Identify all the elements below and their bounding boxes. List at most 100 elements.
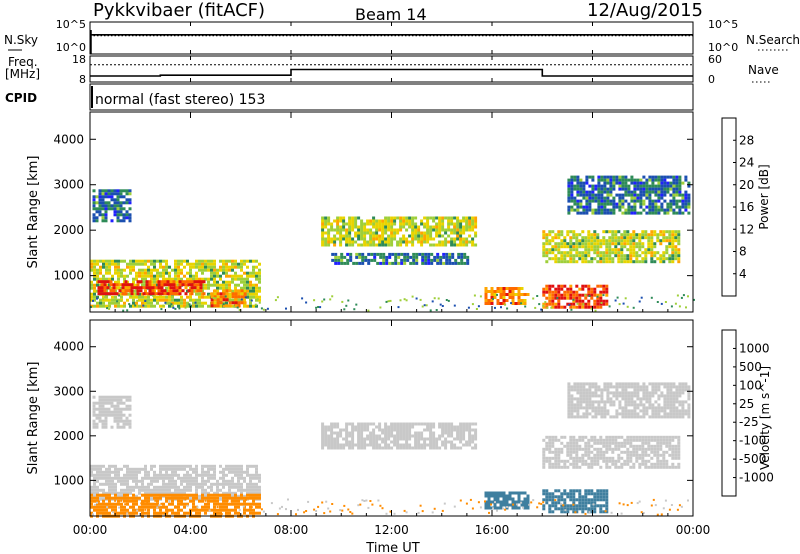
heatmap-cell: [620, 239, 624, 243]
heatmap-cell: [684, 196, 688, 200]
heatmap-cell: [113, 395, 117, 399]
heatmap-cell: [468, 425, 472, 429]
heatmap-cell: [594, 199, 598, 203]
heatmap-cell: [626, 447, 630, 451]
heatmap-cell: [671, 456, 675, 460]
heatmap-cell: [429, 422, 433, 426]
heatmap-cell: [648, 382, 652, 386]
heatmap-cell: [234, 298, 238, 302]
heatmap-cell: [234, 292, 238, 296]
heatmap-cell: [644, 260, 648, 264]
heatmap-cell: [602, 251, 606, 255]
heatmap-cell: [502, 500, 506, 504]
heatmap-cell: [249, 259, 252, 263]
heatmap-cell: [436, 258, 440, 262]
heatmap-cell: [105, 493, 108, 497]
heatmap-cell: [333, 431, 337, 435]
heatmap-cell: [345, 304, 348, 307]
heatmap-cell: [96, 502, 99, 506]
heatmap-cell: [234, 491, 237, 495]
heatmap-cell: [363, 237, 367, 241]
heatmap-cell: [584, 260, 588, 264]
heatmap-cell: [587, 242, 591, 246]
heatmap-cell: [684, 199, 688, 203]
heatmap-cell: [424, 255, 428, 259]
heatmap-cell: [207, 505, 210, 509]
heatmap-cell: [567, 391, 571, 395]
heatmap-cell: [333, 240, 337, 244]
heatmap-cell: [609, 208, 613, 212]
heatmap-cell: [551, 245, 555, 249]
heatmap-cell: [213, 502, 216, 506]
heatmap-cell: [468, 422, 472, 426]
heatmap-cell: [609, 184, 613, 188]
heatmap-cell: [557, 450, 561, 454]
heatmap-cell: [186, 470, 189, 474]
heatmap-cell: [390, 422, 394, 426]
heatmap-cell: [237, 496, 240, 500]
heatmap-cell: [623, 459, 627, 463]
heatmap-cell: [441, 425, 445, 429]
heatmap-cell: [148, 289, 152, 293]
heatmap-cell: [450, 440, 454, 444]
heatmap-cell: [97, 292, 101, 296]
heatmap-cell: [141, 467, 144, 471]
heatmap-cell: [663, 178, 667, 182]
heatmap-cell: [351, 425, 355, 429]
heatmap-cell: [657, 175, 661, 179]
heatmap-cell: [96, 508, 99, 512]
heatmap-cell: [644, 450, 648, 454]
heatmap-cell: [618, 394, 622, 398]
heatmap-cell: [243, 502, 246, 506]
heatmap-cell: [600, 205, 604, 209]
heatmap-cell: [606, 388, 610, 392]
heatmap-cell: [596, 438, 600, 442]
heatmap-cell: [90, 496, 93, 500]
heatmap-cell: [315, 306, 318, 309]
heatmap-cell: [124, 280, 128, 284]
heatmap-cell: [593, 462, 597, 466]
heatmap-cell: [620, 435, 624, 439]
heatmap-cell: [575, 284, 579, 288]
heatmap-cell: [617, 444, 621, 448]
heatmap-cell: [119, 195, 123, 199]
heatmap-cell: [258, 262, 261, 266]
heatmap-cell: [651, 202, 655, 206]
heatmap-cell: [213, 277, 216, 281]
heatmap-cell: [429, 440, 433, 444]
heatmap-cell: [402, 431, 406, 435]
heatmap-cell: [590, 233, 594, 237]
heatmap-cell: [582, 190, 586, 194]
heatmap-cell: [545, 242, 549, 246]
heatmap-cell: [249, 485, 252, 489]
heatmap-cell: [423, 437, 427, 441]
heatmap-cell: [237, 494, 240, 498]
heatmap-cell: [177, 262, 180, 266]
heatmap-cell: [102, 473, 105, 477]
heatmap-cell: [108, 488, 111, 492]
heatmap-cell: [219, 470, 222, 474]
heatmap-cell: [465, 219, 469, 223]
heatmap-cell: [620, 465, 624, 469]
heatmap-cell: [596, 248, 600, 252]
heatmap-cell: [147, 502, 150, 506]
heatmap-cell: [178, 286, 182, 290]
heatmap-cell: [237, 283, 240, 287]
heatmap-cell: [609, 187, 613, 191]
heatmap-cell: [384, 431, 388, 435]
heatmap-cell: [687, 412, 691, 416]
heatmap-cell: [462, 219, 466, 223]
heatmap-cell: [101, 195, 105, 199]
heatmap-cell: [116, 410, 120, 414]
heatmap-cell: [414, 443, 418, 447]
heatmap-cell: [426, 234, 430, 238]
heatmap-cell: [663, 397, 667, 401]
heatmap-cell: [453, 222, 457, 226]
heatmap-cell: [402, 422, 406, 426]
heatmap-cell: [675, 394, 679, 398]
heatmap-cell: [98, 401, 102, 405]
heatmap-cell: [255, 488, 258, 492]
heatmap-cell: [252, 289, 255, 293]
heatmap-cell: [103, 289, 107, 293]
heatmap-cell: [228, 268, 231, 272]
